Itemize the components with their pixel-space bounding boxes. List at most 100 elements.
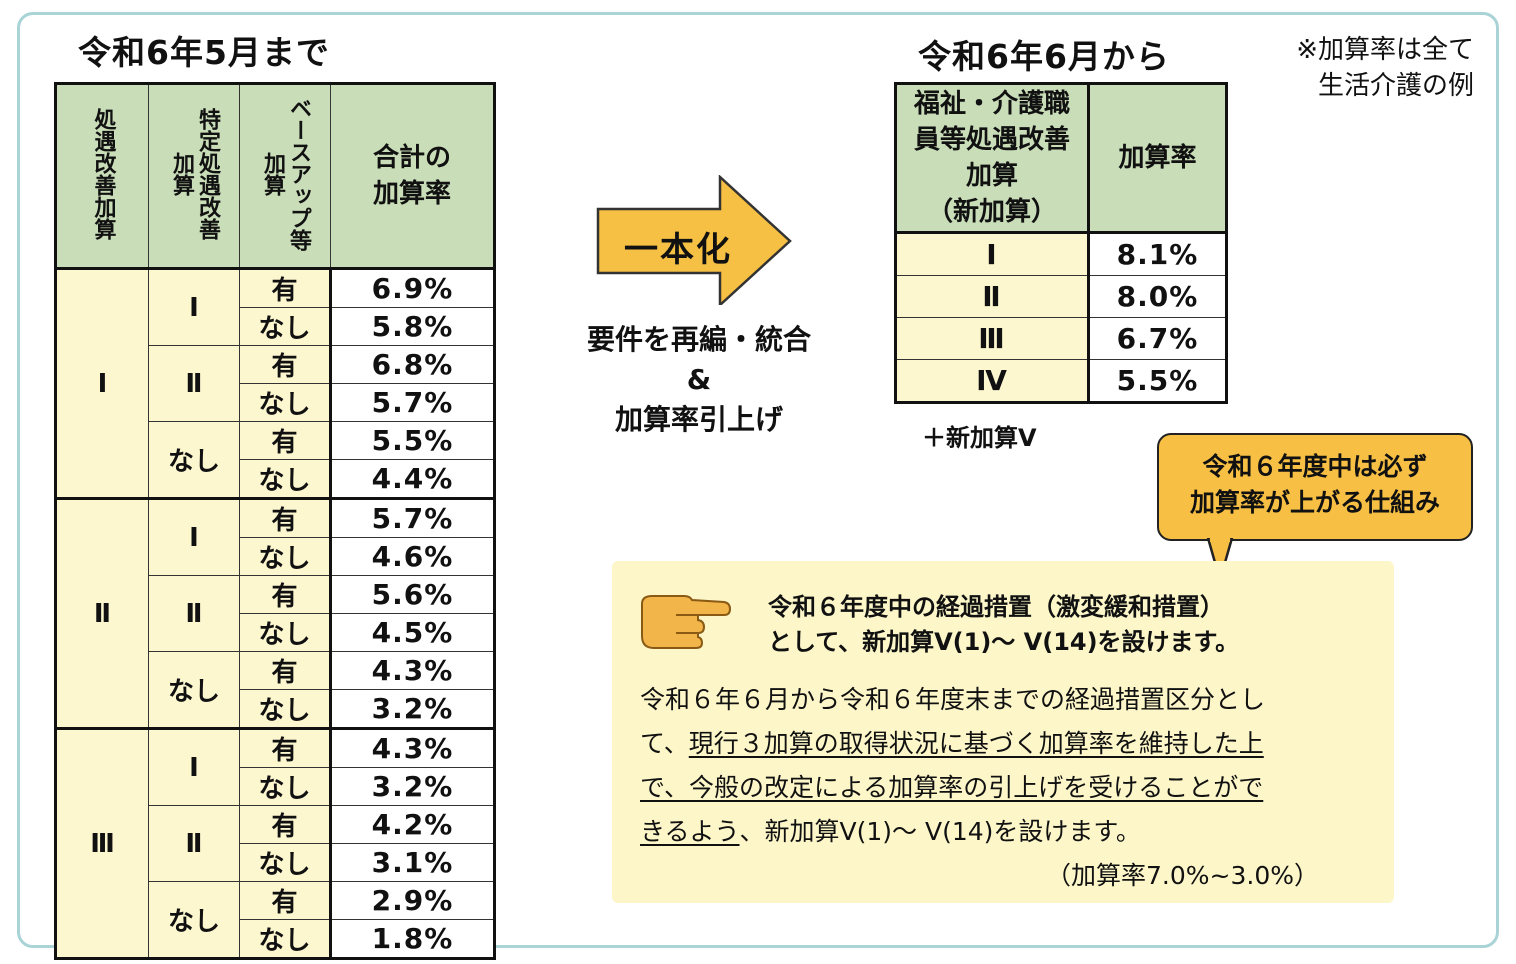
merge-line1: 要件を再編・統合	[586, 323, 811, 356]
old-table-row: なし 3.2%	[56, 689, 495, 729]
header-baseup: ベースアップ等加算	[239, 83, 331, 269]
new-table-row: Ⅰ 8.1%	[895, 232, 1227, 276]
shogu-level-cell: Ⅰ	[55, 268, 149, 499]
baseup-cell: 有	[239, 268, 331, 308]
old-table-row: Ⅱ Ⅰ 有 5.7%	[55, 497, 495, 729]
old-table-row: なし 5.7%	[56, 383, 495, 422]
note: ※加算率は全て 生活介護の例	[1266, 32, 1474, 104]
total-rate-cell: 3.1%	[329, 843, 495, 882]
baseup-cell: 有	[239, 881, 331, 920]
old-table-header-row: 処遇改善加算 特定処遇改善加算 ベースアップ等加算 合計の加算率	[55, 83, 495, 269]
header-shogu-label: 処遇改善加算	[90, 108, 116, 240]
total-rate-cell: 5.7%	[329, 497, 495, 538]
total-rate-cell: 6.9%	[329, 268, 495, 308]
baseup-cell: なし	[239, 459, 331, 499]
baseup-cell: なし	[239, 537, 331, 576]
old-table-row: なし有 5.5%	[56, 421, 495, 499]
info-box	[612, 561, 1394, 903]
tokutei-level-cell: なし	[148, 881, 240, 959]
old-table-row: Ⅱ 有 4.2%	[56, 805, 495, 882]
old-table-row: なし有 4.3%	[56, 651, 495, 729]
left-title: 令和6年5月まで	[78, 33, 330, 72]
info-body-underlined: きるよう	[640, 817, 740, 846]
baseup-cell: なし	[239, 767, 331, 806]
new-row-rate: 8.1%	[1087, 232, 1227, 276]
header-total: 合計の加算率	[330, 83, 495, 269]
old-table-row: なし 3.2%	[56, 767, 495, 806]
baseup-cell: なし	[239, 307, 331, 346]
info-body-text: て、	[640, 729, 689, 758]
header-new-line1: 福祉・介護職	[913, 89, 1070, 119]
tokutei-level-cell: なし	[148, 421, 240, 499]
old-table-row: なし 3.1%	[56, 843, 495, 882]
merge-description: 要件を再編・統合 & 加算率引上げ	[556, 320, 842, 440]
tokutei-level-cell: Ⅰ	[148, 497, 240, 576]
header-shogu: 処遇改善加算	[55, 83, 149, 269]
info-rate-range: （加算率7.0%~3.0%）	[1046, 861, 1319, 890]
new-row-label: Ⅰ	[895, 232, 1089, 276]
right-title: 令和6年6月から	[918, 37, 1170, 76]
total-rate-cell: 6.8%	[329, 345, 495, 384]
old-table-row: なし 4.4%	[56, 459, 495, 499]
new-table-header-row: 福祉・介護職 員等処遇改善 加算 （新加算） 加算率	[895, 83, 1227, 233]
info-body-underlined: で、今般の改定による加算率の引上げを受けることがで	[640, 773, 1264, 802]
old-table-body: Ⅰ Ⅰ 有 6.9% なし 5.8% Ⅱ 有 6.8% なし 5.7% なし有 5.5% なし 4.4% Ⅱ Ⅰ…	[55, 268, 495, 959]
baseup-cell: なし	[239, 919, 331, 959]
header-new-addition: 福祉・介護職 員等処遇改善 加算 （新加算）	[895, 83, 1089, 233]
new-row-label: Ⅳ	[895, 359, 1089, 403]
info-heading-line1: 令和６年度中の経過措置（激変緩和措置）	[768, 593, 1224, 621]
callout-tail	[1206, 538, 1234, 582]
arrow-right-icon	[596, 175, 792, 305]
header-rate: 加算率	[1087, 83, 1227, 233]
info-body-text: 、新加算Ⅴ(1)～ Ⅴ(14)を設けます。	[739, 817, 1141, 846]
info-heading-line2: として、新加算Ⅴ(1)～ Ⅴ(14)を設けます。	[768, 628, 1240, 656]
shogu-level-cell: Ⅲ	[55, 727, 149, 959]
arrow-label: 一本化	[624, 230, 732, 270]
tokutei-level-cell: なし	[148, 651, 240, 729]
total-rate-cell: 4.6%	[329, 537, 495, 576]
new-table-row: Ⅳ 5.5%	[895, 359, 1227, 403]
total-rate-cell: 4.2%	[329, 805, 495, 844]
baseup-cell: 有	[239, 421, 331, 460]
old-table-row: なし有 2.9%	[56, 881, 495, 959]
new-rates-table: 福祉・介護職 員等処遇改善 加算 （新加算） 加算率 Ⅰ 8.1% Ⅱ 8.0% Ⅲ…	[894, 82, 1228, 404]
baseup-cell: なし	[239, 843, 331, 882]
baseup-cell: 有	[239, 805, 331, 844]
tokutei-level-cell: Ⅱ	[148, 805, 240, 882]
new-table-row: Ⅲ 6.7%	[895, 317, 1227, 360]
old-table-row: なし 4.6%	[56, 537, 495, 576]
tokutei-level-cell: Ⅱ	[148, 345, 240, 422]
header-total-label: 合計の加算率	[372, 143, 451, 209]
old-table-row: Ⅰ Ⅰ 有 6.9%	[55, 268, 495, 499]
old-table-row: なし 4.5%	[56, 613, 495, 652]
baseup-cell: なし	[239, 689, 331, 729]
callout-line2: 加算率が上がる仕組み	[1189, 488, 1440, 517]
tokutei-level-cell: Ⅰ	[148, 268, 240, 346]
note-line2: 生活介護の例	[1317, 71, 1474, 101]
header-tokutei: 特定処遇改善加算	[148, 83, 240, 269]
merge-line3: 加算率引上げ	[614, 403, 783, 436]
new-row-label: Ⅲ	[895, 317, 1089, 360]
baseup-cell: 有	[239, 651, 331, 690]
total-rate-cell: 2.9%	[329, 881, 495, 920]
header-new-line3: 加算	[965, 161, 1018, 191]
arrow-shape	[596, 175, 792, 305]
note-line1: ※加算率は全て	[1296, 35, 1474, 65]
info-body-text: 令和６年６月から令和６年度末までの経過措置区分とし	[640, 685, 1266, 714]
new-row-label: Ⅱ	[895, 275, 1089, 318]
info-body: 令和６年６月から令和６年度末までの経過措置区分とし て、現行３加算の取得状況に基…	[640, 678, 1380, 854]
new-row-rate: 8.0%	[1087, 275, 1227, 318]
header-tokutei-label: 特定処遇改善加算	[169, 108, 220, 240]
merge-line2: &	[686, 363, 712, 396]
total-rate-cell: 4.5%	[329, 613, 495, 652]
total-rate-cell: 4.3%	[329, 727, 495, 768]
info-heading: 令和６年度中の経過措置（激変緩和措置） として、新加算Ⅴ(1)～ Ⅴ(14)を設…	[768, 590, 1239, 660]
baseup-cell: 有	[239, 727, 331, 768]
plus-new-addition: ＋新加算Ⅴ	[922, 424, 1037, 452]
total-rate-cell: 4.4%	[329, 459, 495, 499]
page-frame	[17, 12, 1499, 948]
total-rate-cell: 5.7%	[329, 383, 495, 422]
header-baseup-label: ベースアップ等加算	[260, 97, 311, 251]
header-new-line2: 員等処遇改善	[913, 125, 1070, 155]
info-body-underlined: 現行３加算の取得状況に基づく加算率を維持した上	[688, 729, 1264, 758]
